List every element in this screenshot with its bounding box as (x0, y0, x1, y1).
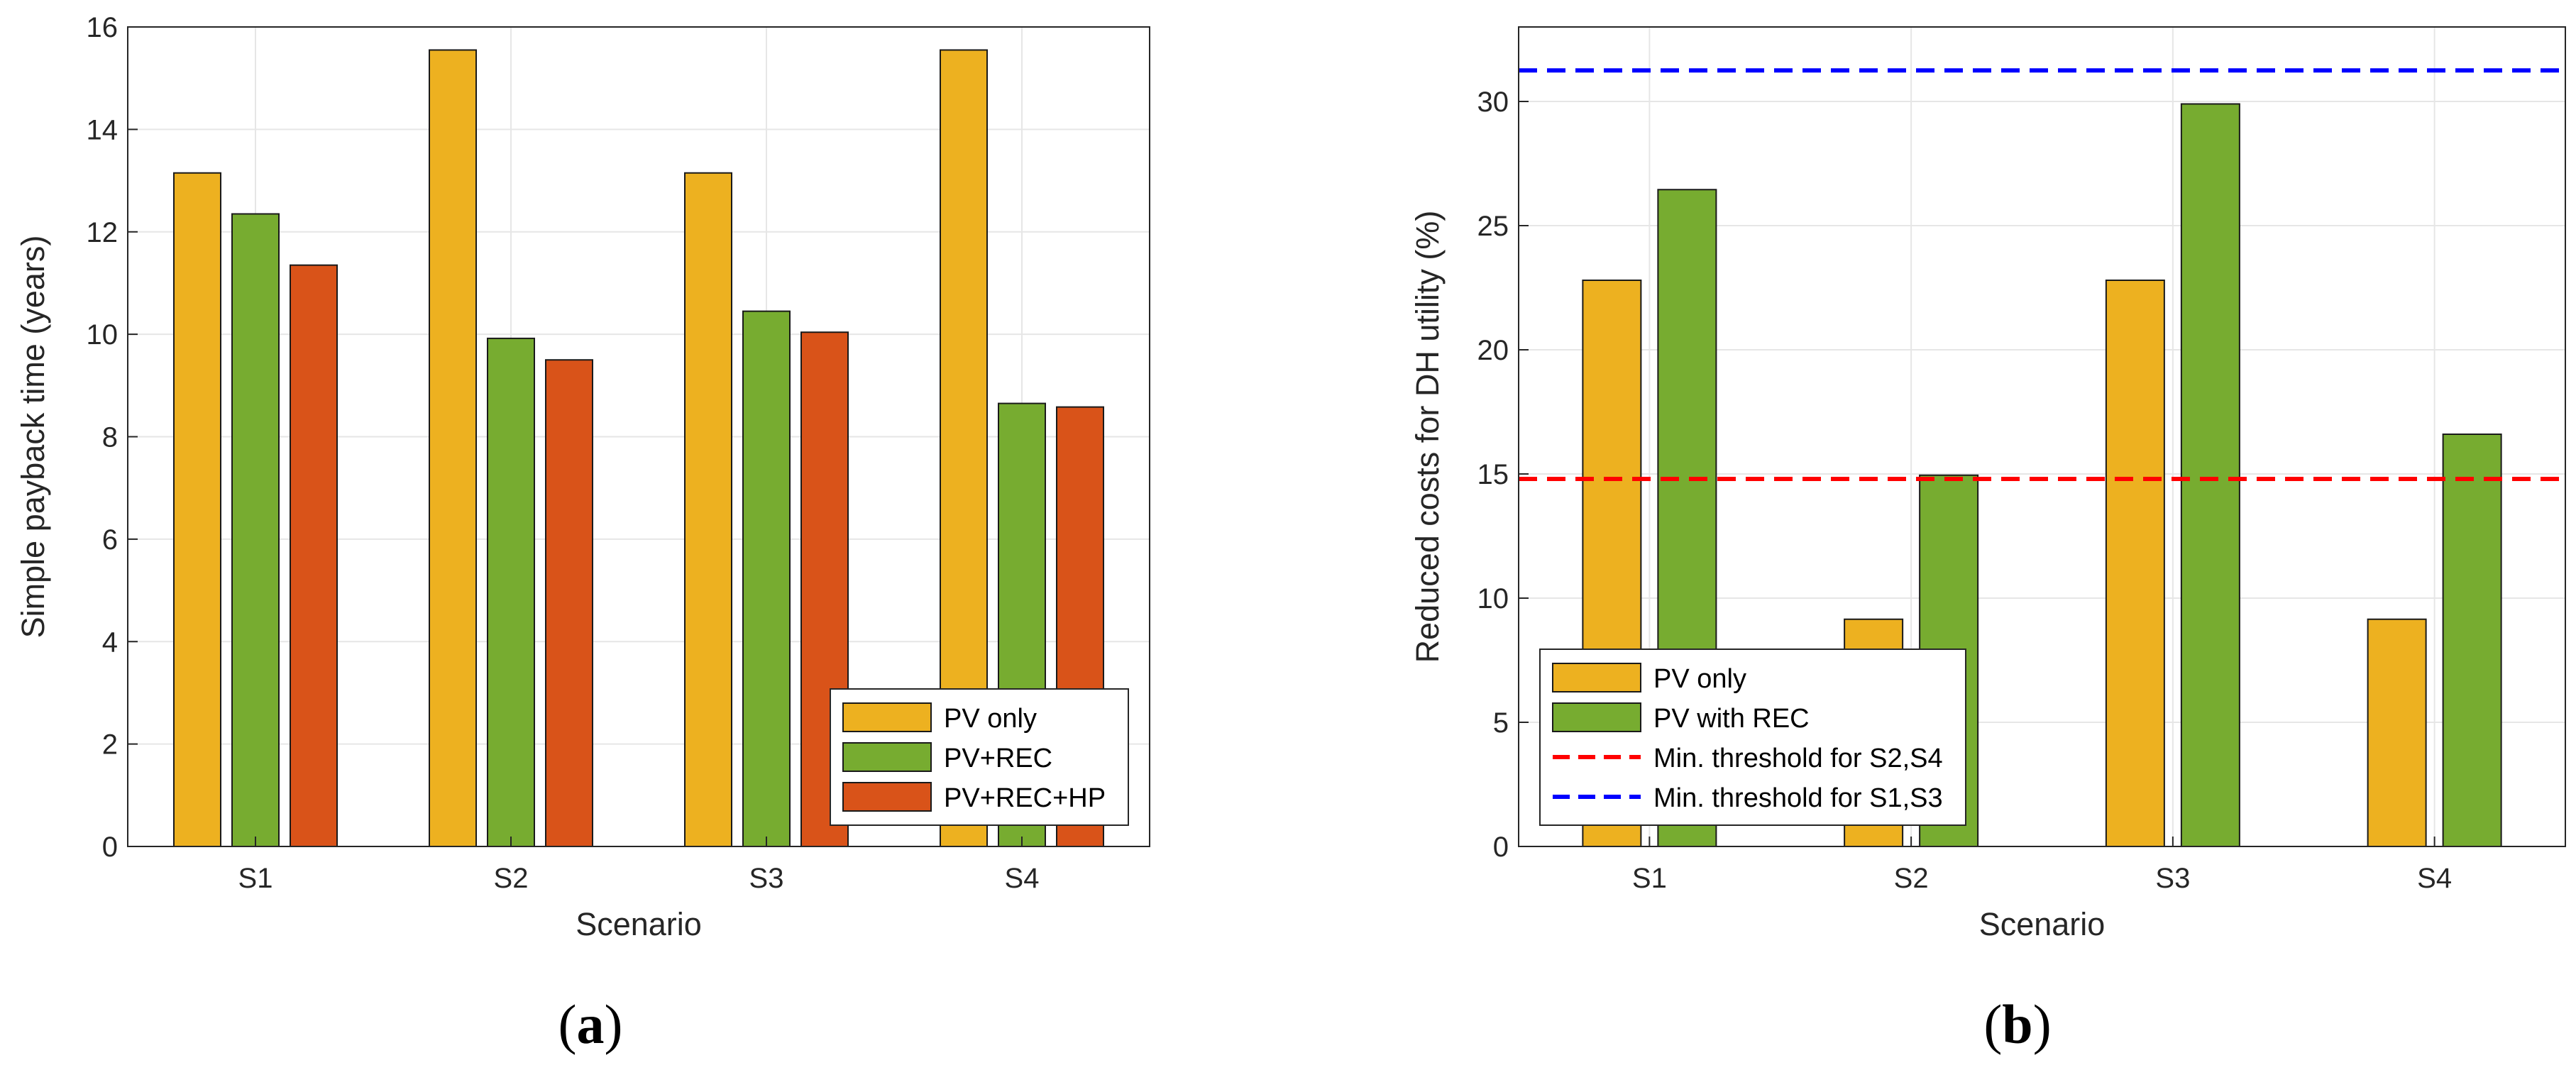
panel-caption-b-letter: b (2002, 993, 2032, 1055)
x-tick-label-s2: S2 (494, 863, 529, 894)
chart-b: 0 5 10 15 20 25 30 S1 S2 S3 S4 Scenario Reduced c… (1409, 26, 2566, 942)
chart-b-x-axis-label: Scenario (1979, 906, 2106, 942)
y-tick-label: 6 (102, 524, 118, 556)
bar-s3-pv-only (2105, 280, 2165, 847)
bar-s3-pv-rec (742, 310, 791, 847)
y-tick-label: 20 (1477, 335, 1509, 366)
legend-swatch (842, 702, 932, 732)
legend-swatch (1552, 702, 1641, 732)
y-tick-label: 4 (102, 627, 118, 658)
legend-label: Min. threshold for S1,S3 (1653, 783, 1943, 813)
y-tick-label: 10 (87, 319, 119, 351)
y-tick-label: 16 (87, 12, 119, 43)
chart-b-y-axis-label: Reduced costs for DH utility (%) (1409, 211, 1446, 663)
y-tick-label: 0 (102, 832, 118, 863)
legend-swatch (1552, 663, 1641, 692)
legend-label: PV+REC+HP (944, 783, 1106, 813)
chart-a-bars (173, 49, 1104, 847)
legend-swatch (842, 782, 932, 812)
x-tick-label-s1: S1 (1632, 863, 1667, 894)
y-tick-label: 8 (102, 422, 118, 453)
legend-label: PV with REC (1653, 704, 1810, 734)
bar-s1-pv-rec (231, 213, 280, 847)
bar-s3-pv-with-rec (2180, 103, 2240, 847)
y-tick-label: 10 (1477, 583, 1509, 614)
y-tick-label: 0 (1493, 832, 1509, 863)
chart-a-y-axis-label: Simple payback time (years) (15, 236, 51, 639)
y-tick-label: 15 (1477, 459, 1509, 490)
x-tick-label-s1: S1 (238, 863, 273, 894)
legend-swatch (842, 742, 932, 772)
bar-s4-pv-with-rec (2442, 434, 2502, 847)
chart-a-x-ticks: S1 S2 S3 S4 (238, 837, 1040, 894)
chart-a-legend: PV only PV+REC PV+REC+HP (830, 688, 1129, 826)
chart-b-threshold-lines (1519, 68, 2565, 481)
chart-b-y-ticks: 0 5 10 15 20 25 30 (1477, 87, 1529, 863)
y-tick-label: 14 (87, 114, 119, 145)
y-tick-label: 2 (102, 729, 118, 761)
y-tick-label: 30 (1477, 87, 1509, 118)
chart-b-legend: PV only PV with REC Min. threshold for S2,… (1539, 649, 1966, 826)
bar-s4-pv-only (2367, 618, 2427, 847)
x-tick-label-s3: S3 (2155, 863, 2190, 894)
chart-a-y-ticks: 0 2 4 6 8 10 12 14 16 (87, 12, 138, 863)
legend-label: PV+REC (944, 744, 1052, 773)
legend-label: PV only (944, 704, 1037, 734)
x-tick-label-s3: S3 (749, 863, 784, 894)
chart-b-x-ticks: S1 S2 S3 S4 (1632, 837, 2452, 894)
y-tick-label: 25 (1477, 211, 1509, 242)
bar-s2-pv-rec-hp (545, 359, 593, 847)
panel-caption-b: (b) (1983, 993, 2051, 1055)
chart-a-x-axis-label: Scenario (576, 906, 702, 942)
bar-s2-pv-only (429, 49, 477, 847)
bar-s1-pv-rec-hp (290, 264, 338, 847)
x-tick-label-s4: S4 (1005, 863, 1040, 894)
panel-caption-a: (a) (558, 993, 623, 1055)
legend-label: Min. threshold for S2,S4 (1653, 744, 1943, 773)
x-tick-label-s2: S2 (1894, 863, 1929, 894)
legend-label: PV only (1653, 664, 1746, 694)
bar-s3-pv-only (684, 172, 732, 847)
chart-a: 0 2 4 6 8 10 12 14 16 S1 S2 S3 S4 Scenario Simple p… (15, 12, 1150, 942)
bar-s1-pv-only (173, 172, 221, 847)
y-tick-label: 5 (1493, 707, 1509, 739)
y-tick-label: 12 (87, 217, 119, 248)
bar-s2-pv-rec (487, 337, 535, 847)
panel-caption-a-letter: a (577, 993, 605, 1055)
chart-b-frame (1518, 26, 2566, 847)
x-tick-label-s4: S4 (2417, 863, 2452, 894)
